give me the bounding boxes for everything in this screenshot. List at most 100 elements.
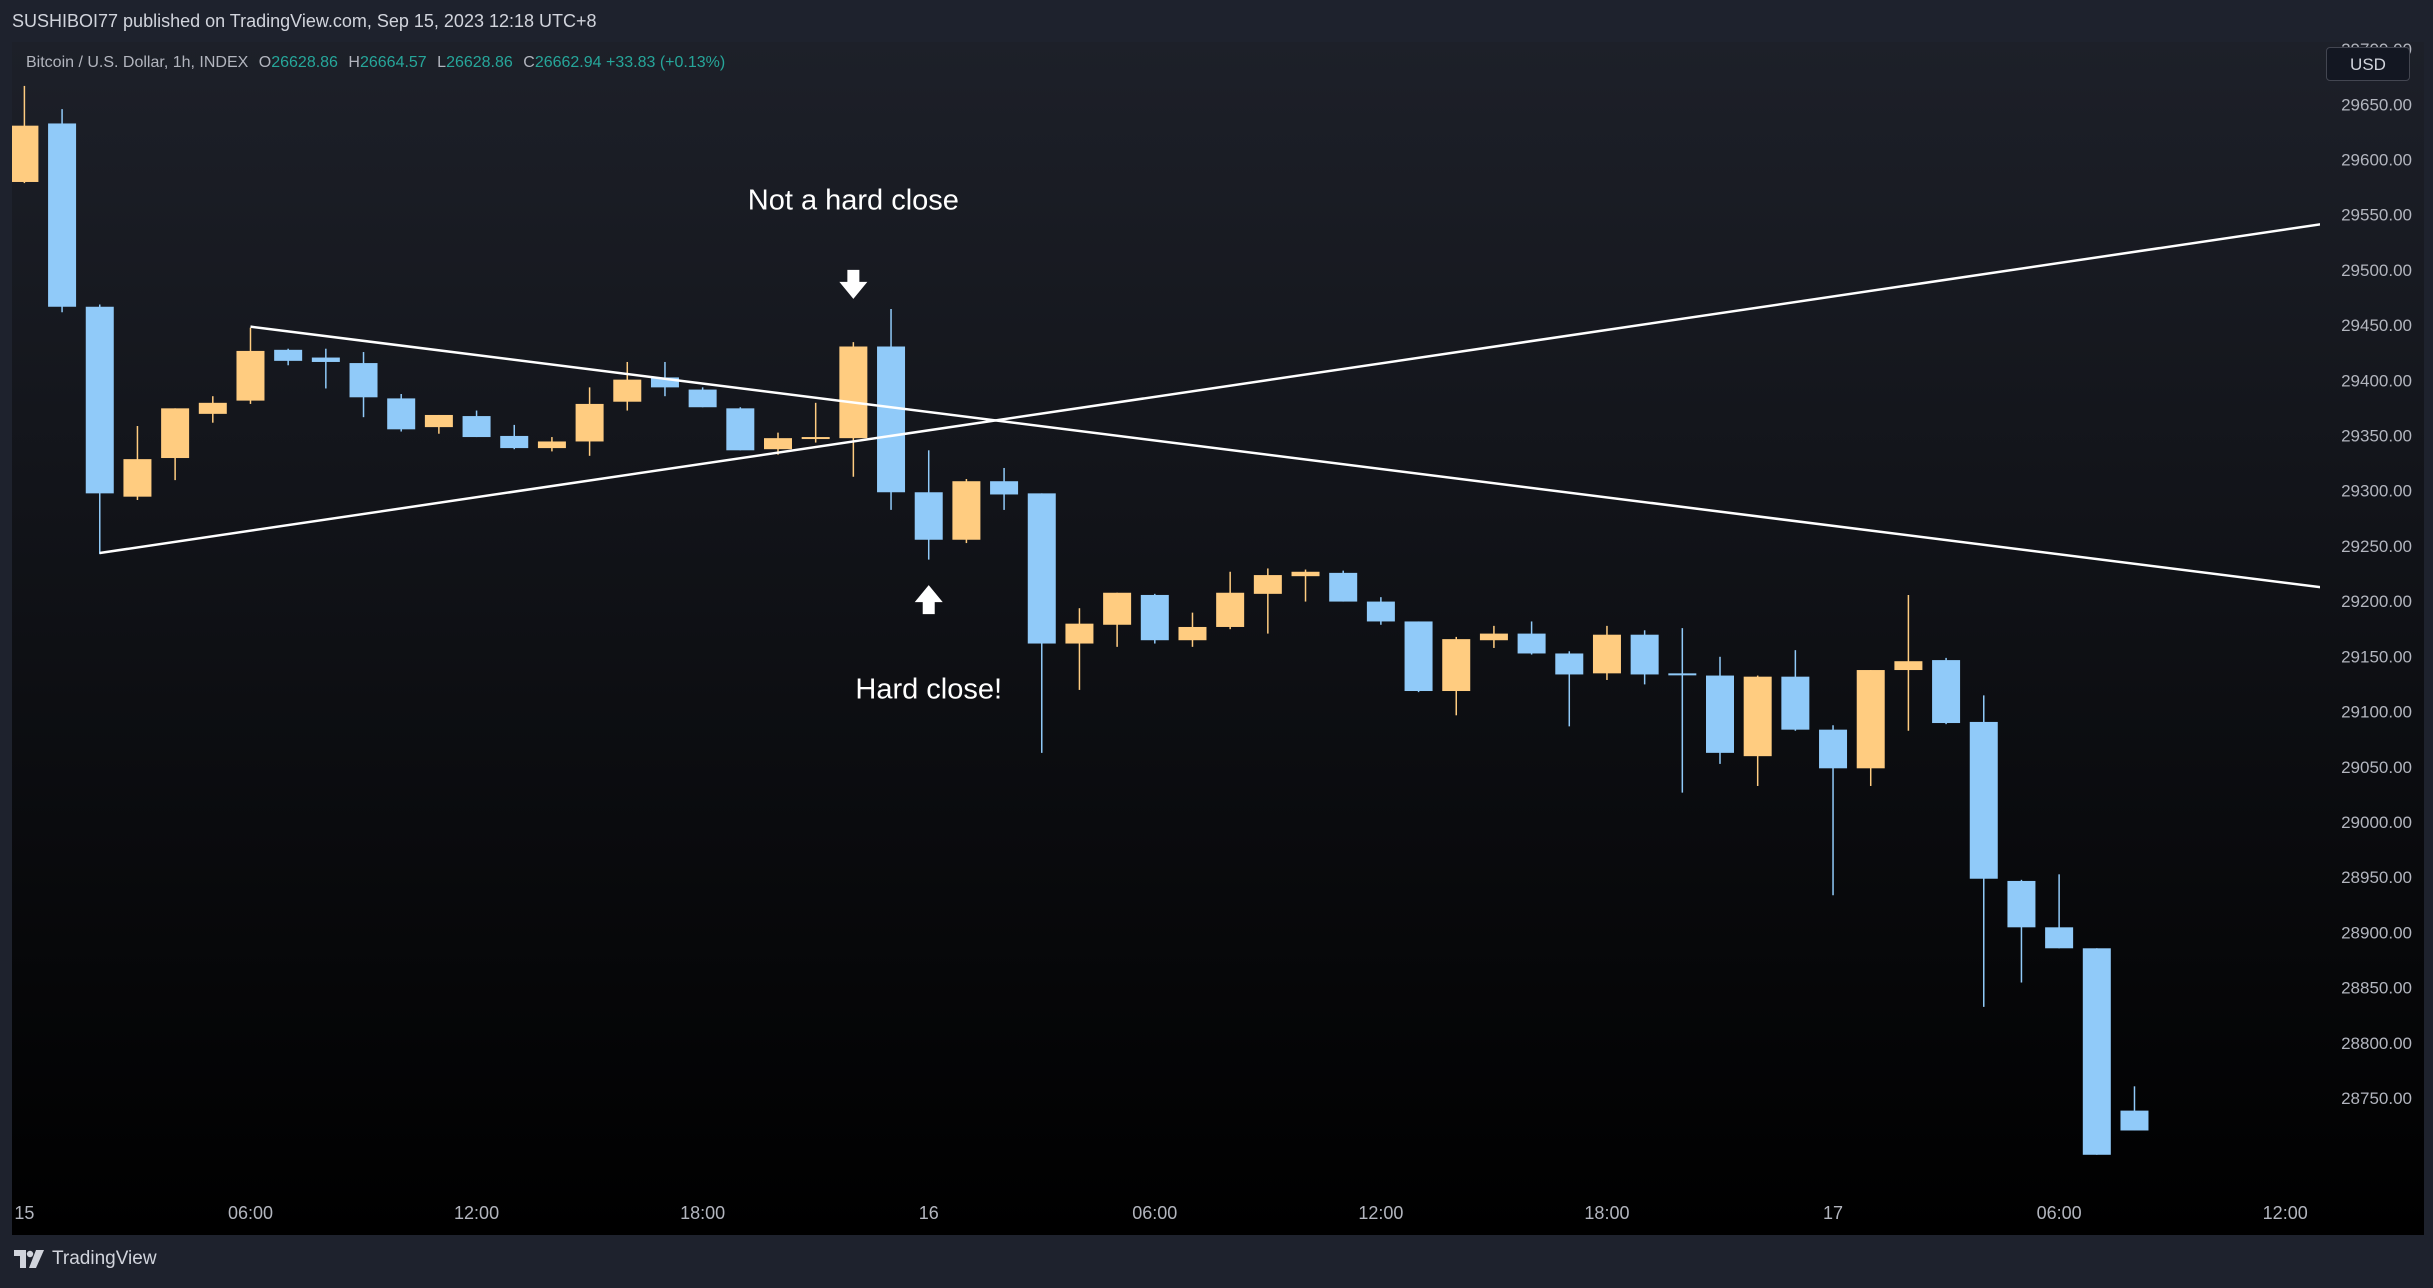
candle <box>12 85 39 184</box>
high-value: 26664.57 <box>359 54 427 71</box>
candle-body <box>12 125 39 182</box>
low-label: L <box>437 54 447 71</box>
candle <box>1743 675 1772 786</box>
candle-body <box>198 402 227 414</box>
candle-body <box>1517 633 1546 654</box>
candle-body <box>1743 676 1772 757</box>
candle-body <box>1216 592 1245 627</box>
tradingview-brand[interactable]: TradingView <box>14 1248 157 1270</box>
y-tick-label: 28800.00 <box>2341 1034 2412 1053</box>
candle-body <box>1592 634 1621 674</box>
candle <box>2045 874 2074 949</box>
candle <box>198 396 227 423</box>
candle <box>1140 593 1169 644</box>
candle-body <box>1140 594 1169 641</box>
candle-body <box>424 414 453 428</box>
candle <box>1517 621 1546 655</box>
candle <box>2120 1086 2149 1131</box>
candle <box>236 327 265 404</box>
y-tick-label: 29500.00 <box>2341 261 2412 280</box>
y-tick-label: 29350.00 <box>2341 427 2412 446</box>
close-value: 26662.94 <box>534 54 602 71</box>
candle-body <box>1819 729 1848 769</box>
y-tick-label: 29450.00 <box>2341 316 2412 335</box>
arrow-up-icon <box>914 585 943 615</box>
candle <box>914 450 943 560</box>
candle <box>1404 621 1433 693</box>
candle-body <box>839 346 868 439</box>
candle-body <box>311 357 340 362</box>
candle-body <box>1027 493 1056 644</box>
x-tick-label: 12:00 <box>2263 1203 2308 1223</box>
y-tick-label: 28750.00 <box>2341 1089 2412 1108</box>
candle-body <box>1932 660 1961 724</box>
trendline[interactable] <box>250 325 2337 590</box>
x-tick-label: 06:00 <box>228 1203 273 1223</box>
candle <box>85 304 114 555</box>
candle-body <box>462 416 491 438</box>
candle-body <box>2082 948 2111 1155</box>
candle-body <box>1894 661 1923 671</box>
y-tick-label: 29550.00 <box>2341 206 2412 225</box>
high-label: H <box>348 54 360 71</box>
candle-body <box>2007 880 2036 928</box>
x-tick-label: 18:00 <box>1584 1203 1629 1223</box>
x-tick-label: 15 <box>14 1203 34 1223</box>
y-tick-label: 29200.00 <box>2341 592 2412 611</box>
candle <box>1291 569 1320 602</box>
candle-body <box>1366 601 1395 622</box>
candle-body <box>349 363 378 398</box>
y-tick-label: 29100.00 <box>2341 703 2412 722</box>
close-label: C <box>523 54 535 71</box>
candle-body <box>387 398 416 430</box>
candle-body <box>1253 575 1282 594</box>
candle <box>349 352 378 418</box>
candle <box>311 348 340 389</box>
chart-pane[interactable] <box>12 42 2424 1235</box>
candle <box>1216 571 1245 630</box>
bottom-bar <box>0 1235 2433 1288</box>
candle <box>877 308 906 510</box>
candle-body <box>236 350 265 401</box>
currency-button[interactable]: USD <box>2326 47 2410 81</box>
open-label: O <box>258 54 272 71</box>
candle <box>500 424 529 450</box>
candle-body <box>613 379 642 402</box>
candle-body <box>274 349 303 361</box>
trendline[interactable] <box>99 222 2338 555</box>
tradingview-logo-icon <box>14 1250 44 1268</box>
low-value: 26628.86 <box>446 54 513 71</box>
candle-body <box>952 481 981 540</box>
candle-body <box>2045 927 2074 949</box>
candle-body <box>688 389 717 408</box>
candle <box>537 437 566 452</box>
candle-body <box>161 408 190 459</box>
candle <box>1442 636 1471 716</box>
x-tick-label: 12:00 <box>454 1203 499 1223</box>
candle-body <box>1442 639 1471 692</box>
candle <box>764 432 792 455</box>
y-tick-label: 28950.00 <box>2341 868 2412 887</box>
y-tick-label: 29650.00 <box>2341 95 2412 114</box>
candle <box>48 109 77 313</box>
candle-body <box>1781 676 1810 730</box>
x-tick-label: 16 <box>919 1203 939 1223</box>
candle-body <box>2120 1110 2149 1131</box>
candle <box>1668 628 1697 793</box>
y-tick-label: 29400.00 <box>2341 371 2412 390</box>
candle-body <box>1668 673 1697 676</box>
y-tick-label: 29150.00 <box>2341 647 2412 666</box>
candle <box>424 414 453 434</box>
candle-body <box>48 123 77 307</box>
candle-body <box>123 459 152 497</box>
candle-body <box>877 346 906 493</box>
candle-body <box>85 306 114 494</box>
candle <box>1555 651 1584 727</box>
candle <box>1479 625 1508 648</box>
y-tick-label: 29050.00 <box>2341 758 2412 777</box>
y-tick-label: 29250.00 <box>2341 537 2412 556</box>
candle <box>688 387 717 408</box>
candle <box>1065 608 1094 690</box>
x-tick-label: 06:00 <box>2037 1203 2082 1223</box>
